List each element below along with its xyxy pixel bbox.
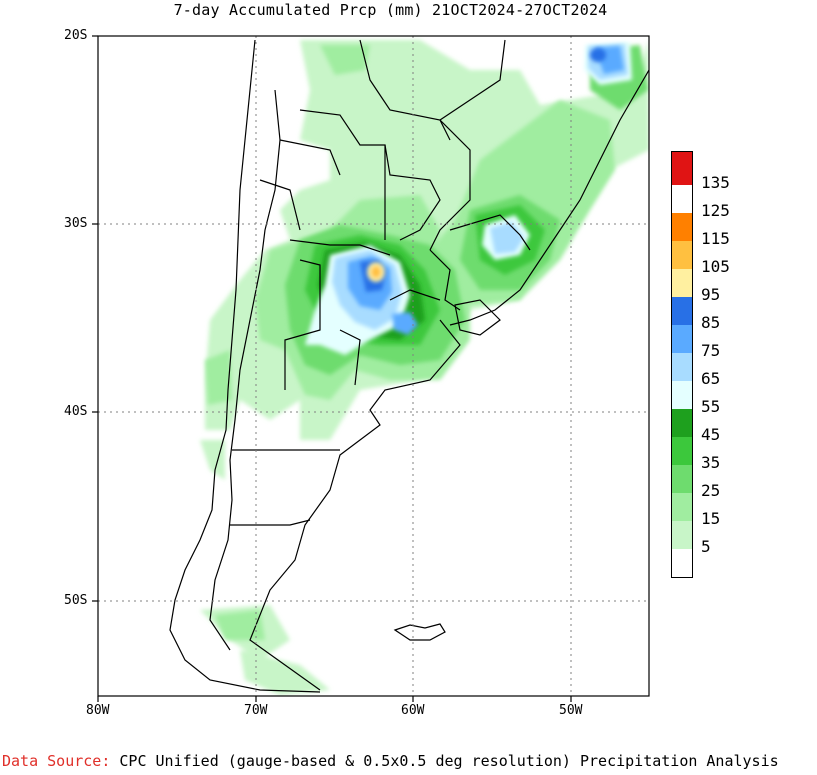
graticule xyxy=(98,36,649,696)
legend-box-9 xyxy=(671,297,693,325)
legend-label-105: 105 xyxy=(701,257,730,276)
legend-box-0 xyxy=(671,549,693,577)
lat-label-40s: 40S xyxy=(64,404,88,419)
legend-box-7 xyxy=(671,353,693,381)
legend-frame xyxy=(671,151,693,578)
legend-label-115: 115 xyxy=(701,229,730,248)
legend-label-45: 45 xyxy=(701,425,721,444)
legend-label-95: 95 xyxy=(701,285,721,304)
legend-label-135: 135 xyxy=(701,173,730,192)
legend-label-65: 65 xyxy=(701,369,721,388)
legend-box-11 xyxy=(671,241,693,269)
legend-label-25: 25 xyxy=(701,481,721,500)
legend-box-13 xyxy=(671,151,693,185)
legend-box-1 xyxy=(671,521,693,549)
legend-label-75: 75 xyxy=(701,341,721,360)
legend-box-2 xyxy=(671,493,693,521)
legend-box-10 xyxy=(671,269,693,297)
legend-label-55: 55 xyxy=(701,397,721,416)
precip-field xyxy=(200,40,649,695)
data-source-prefix: Data Source: xyxy=(2,752,111,770)
lat-label-50s: 50S xyxy=(64,593,88,608)
lon-label-80w: 80W xyxy=(86,703,110,718)
legend-box-8 xyxy=(671,325,693,353)
legend-label-35: 35 xyxy=(701,453,721,472)
legend-box-3 xyxy=(671,465,693,493)
legend-box-4 xyxy=(671,437,693,465)
legend-label-5: 5 xyxy=(701,537,711,556)
data-source-text: CPC Unified (gauge-based & 0.5x0.5 deg r… xyxy=(110,752,779,770)
data-source-caption: Data Source: CPC Unified (gauge-based & … xyxy=(2,752,779,770)
legend-box-5 xyxy=(671,409,693,437)
legend-box-6 xyxy=(671,381,693,409)
lon-label-70w: 70W xyxy=(244,703,268,718)
country-boundaries xyxy=(169,39,649,693)
lat-label-20s: 20S xyxy=(64,28,88,43)
legend-label-15: 15 xyxy=(701,509,721,528)
map-title: 7-day Accumulated Prcp (mm) 21OCT2024-27… xyxy=(173,1,608,19)
legend-label-85: 85 xyxy=(701,313,721,332)
legend-label-125: 125 xyxy=(701,201,730,220)
lon-label-60w: 60W xyxy=(401,703,425,718)
lat-label-30s: 30S xyxy=(64,216,88,231)
legend-box-12 xyxy=(671,213,693,241)
lon-label-50w: 50W xyxy=(559,703,583,718)
map-frame xyxy=(97,35,650,697)
